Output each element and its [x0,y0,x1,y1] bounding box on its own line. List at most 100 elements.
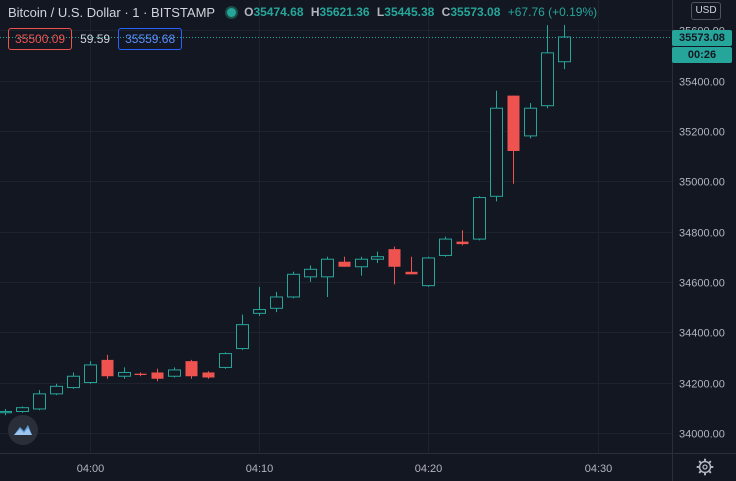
chart-legend: Bitcoin / U.S. Dollar · 1 · BITSTAMP O35… [8,3,603,21]
time-tick-label: 04:20 [415,463,443,475]
candle-body [456,241,469,245]
currency-button[interactable]: USD [691,2,721,20]
candle-up [355,256,368,276]
candle-body [338,261,351,267]
candle-up [50,383,63,396]
candle-body [101,359,114,377]
candle-body [422,257,435,287]
buy-button[interactable]: 35559.68 [118,28,183,50]
candle-down [101,354,114,379]
candle-body [371,256,384,260]
candle-down [405,256,418,275]
high-label: H [310,5,320,19]
candle-body [253,309,266,314]
price-tick-label: 35000.00 [679,177,725,189]
time-tick-label: 04:00 [77,463,105,475]
close-value: 35573.08 [450,5,501,19]
high-value: 35621.36 [319,5,370,19]
candle-up [541,25,554,109]
candle-body [236,324,249,350]
candle-up [0,408,12,416]
time-tick-label: 04:30 [585,463,613,475]
candle-body [439,238,452,256]
price-tick-label: 34000.00 [679,429,725,441]
tradingview-logo-icon[interactable] [8,415,38,445]
candle-up [33,390,46,411]
candle-body [507,95,520,151]
candle-body [185,361,198,377]
candle-body [321,258,334,278]
candle-down [185,359,198,379]
open-label: O [244,5,254,19]
candle-down [202,371,215,379]
ohlc-values: O35474.68 H35621.36 L35445.38 C35573.08 … [244,5,601,19]
candle-down [134,372,147,377]
candle-body [16,407,29,412]
candle-body [405,271,418,275]
candle-down [456,230,469,246]
candle-body [219,353,232,368]
bar-countdown: 00:26 [672,46,732,63]
candle-up [490,90,503,202]
candle-up [67,372,80,389]
candle-up [524,103,537,139]
candle-body [270,296,283,309]
gear-icon[interactable] [696,458,714,476]
sell-button[interactable]: 35500.09 [8,28,73,50]
candle-body [202,372,215,378]
grid [0,0,672,453]
candle-body [490,107,503,197]
price-tick-label: 35200.00 [679,127,725,139]
candle-body [67,375,80,389]
open-value: 35474.68 [253,5,304,19]
buy-sell-panel: 35500.09 59.59 35559.68 [8,28,183,50]
price-tick-label: 34800.00 [679,228,725,240]
candle-up [168,367,181,378]
low-label: L [376,5,385,19]
time-tick-label: 04:10 [246,463,274,475]
candle-up [371,251,384,263]
candle-up [304,265,317,282]
symbol-title[interactable]: Bitcoin / U.S. Dollar · 1 · BITSTAMP [8,4,216,20]
candle-up [84,361,97,384]
spread-value: 59.59 [80,32,111,46]
price-axis[interactable]: 34000.00 34200.00 34400.00 34600.00 34800.00… [672,0,725,481]
candle-up [219,352,232,369]
candle-body [0,410,12,414]
last-price-label: 35573.08 [672,29,732,46]
candle-down [507,95,520,184]
price-tick-label: 34200.00 [679,379,725,391]
candle-body [355,258,368,268]
candle-up [16,406,29,413]
candle-up [270,291,283,313]
candle-down [338,256,351,267]
candle-body [524,107,537,137]
candle-down [151,368,164,382]
low-value: 35445.38 [384,5,435,19]
market-open-status-icon [225,5,239,19]
candle-body [168,369,181,377]
price-change: +67.76 (+0.19%) [507,5,598,19]
candle-up [118,367,131,379]
price-tick-label: 34400.00 [679,328,725,340]
candle-up [236,314,249,350]
candle-up [473,196,486,241]
candle-body [84,364,97,384]
candle-body [50,385,63,395]
candle-body [388,249,401,267]
candle-body [287,273,300,298]
candle-body [151,372,164,379]
candle-body [473,197,486,240]
candle-body [558,36,571,63]
candle-body [304,268,317,278]
candle-up [439,236,452,257]
candle-down [388,246,401,285]
price-tick-label: 35400.00 [679,77,725,89]
candle-body [33,393,46,410]
candles [0,24,571,416]
candle-up [321,256,334,297]
candle-body [134,373,147,375]
time-axis[interactable]: 04:00 04:10 04:20 04:30 [0,453,736,476]
candle-up [558,24,571,70]
